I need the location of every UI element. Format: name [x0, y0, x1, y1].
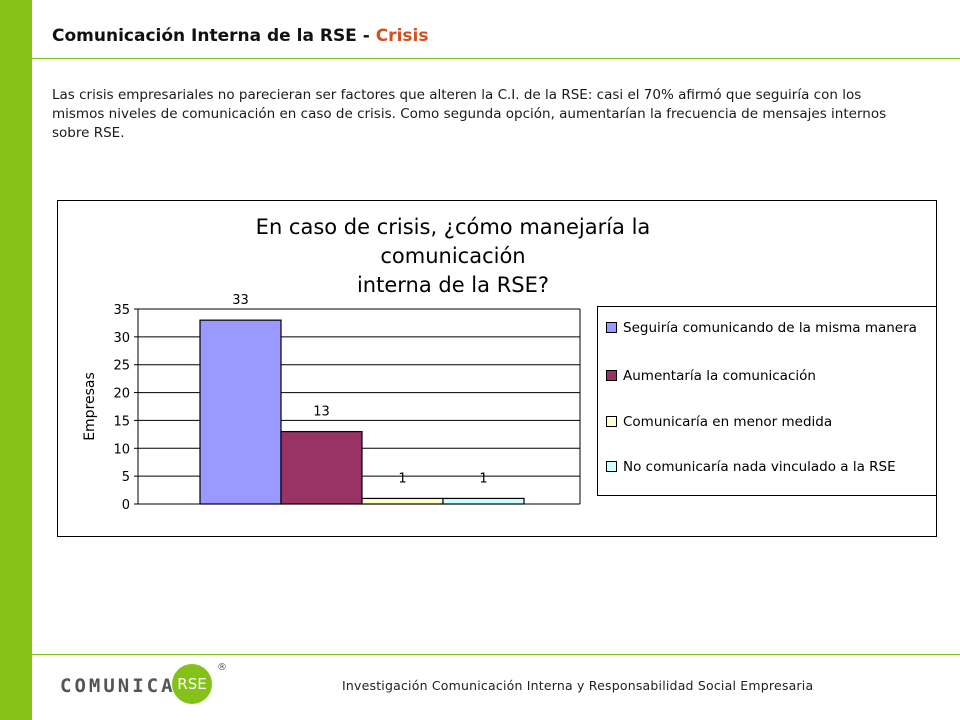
bar-chart: 0 5 10 15 20 25 30 35 Empresas 33 13 1 1 — [82, 293, 581, 513]
y-tick-label-35: 35 — [113, 303, 130, 318]
page-title: Comunicación Interna de la RSE - Crisis — [52, 26, 428, 46]
legend-label-4: No comunicaría nada vinculado a la RSE — [623, 459, 896, 475]
logo-circle: RSE — [172, 664, 212, 704]
data-label-1: 33 — [232, 293, 249, 308]
header-rule — [32, 58, 960, 59]
legend-label-3: Comunicaría en menor medida — [623, 414, 833, 430]
data-label-2: 13 — [313, 405, 330, 420]
logo-word: COMUNICA — [60, 675, 176, 697]
y-tick-label-30: 30 — [113, 331, 130, 346]
y-tick-label-10: 10 — [113, 442, 130, 457]
data-label-4: 1 — [479, 471, 487, 486]
bar-2 — [280, 430, 363, 505]
chart-legend: Seguiría comunicando de la misma manera A… — [597, 306, 937, 496]
legend-swatch-1 — [606, 321, 617, 333]
y-tick-label-20: 20 — [113, 387, 130, 402]
page-title-accent: Crisis — [375, 26, 429, 46]
bar-1 — [199, 319, 282, 505]
chart-frame: En caso de crisis, ¿cómo manejaría la co… — [57, 200, 937, 537]
legend-swatch-2 — [606, 369, 617, 381]
y-tick-label-15: 15 — [113, 414, 130, 429]
legend-item-3: Comunicaría en menor medida — [606, 414, 832, 430]
y-tick-label-25: 25 — [113, 359, 130, 374]
footer-rule — [32, 654, 960, 655]
legend-swatch-3 — [606, 415, 617, 427]
data-label-3: 1 — [398, 471, 406, 486]
legend-item-2: Aumentaría la comunicación — [606, 368, 816, 384]
chart-title-line-1: En caso de crisis, ¿cómo manejaría la co… — [255, 215, 651, 268]
legend-swatch-4 — [606, 460, 617, 472]
chart-title-line-2: interna de la RSE? — [356, 273, 550, 297]
bar-3 — [361, 497, 444, 505]
legend-item-1: Seguiría comunicando de la misma manera — [606, 320, 917, 336]
chart-title: En caso de crisis, ¿cómo manejaría la co… — [203, 213, 703, 300]
legend-item-4: No comunicaría nada vinculado a la RSE — [606, 459, 896, 475]
y-tick-label-5: 5 — [122, 470, 130, 485]
legend-label-2: Aumentaría la comunicación — [623, 368, 816, 384]
intro-paragraph: Las crisis empresariales no parecieran s… — [52, 87, 887, 141]
bar-4 — [442, 497, 525, 505]
page-title-main: Comunicación Interna de la RSE - — [52, 26, 376, 46]
left-accent-bar — [0, 0, 32, 720]
legend-label-1: Seguiría comunicando de la misma manera — [623, 320, 917, 336]
y-tick-label-0: 0 — [122, 498, 130, 513]
logo-registered-mark: ® — [217, 662, 227, 673]
y-axis-label: Empresas — [82, 372, 98, 441]
footer-text: Investigación Comunicación Interna y Res… — [342, 678, 814, 693]
comunica-rse-logo: COMUNICA RSE ® — [60, 662, 240, 706]
